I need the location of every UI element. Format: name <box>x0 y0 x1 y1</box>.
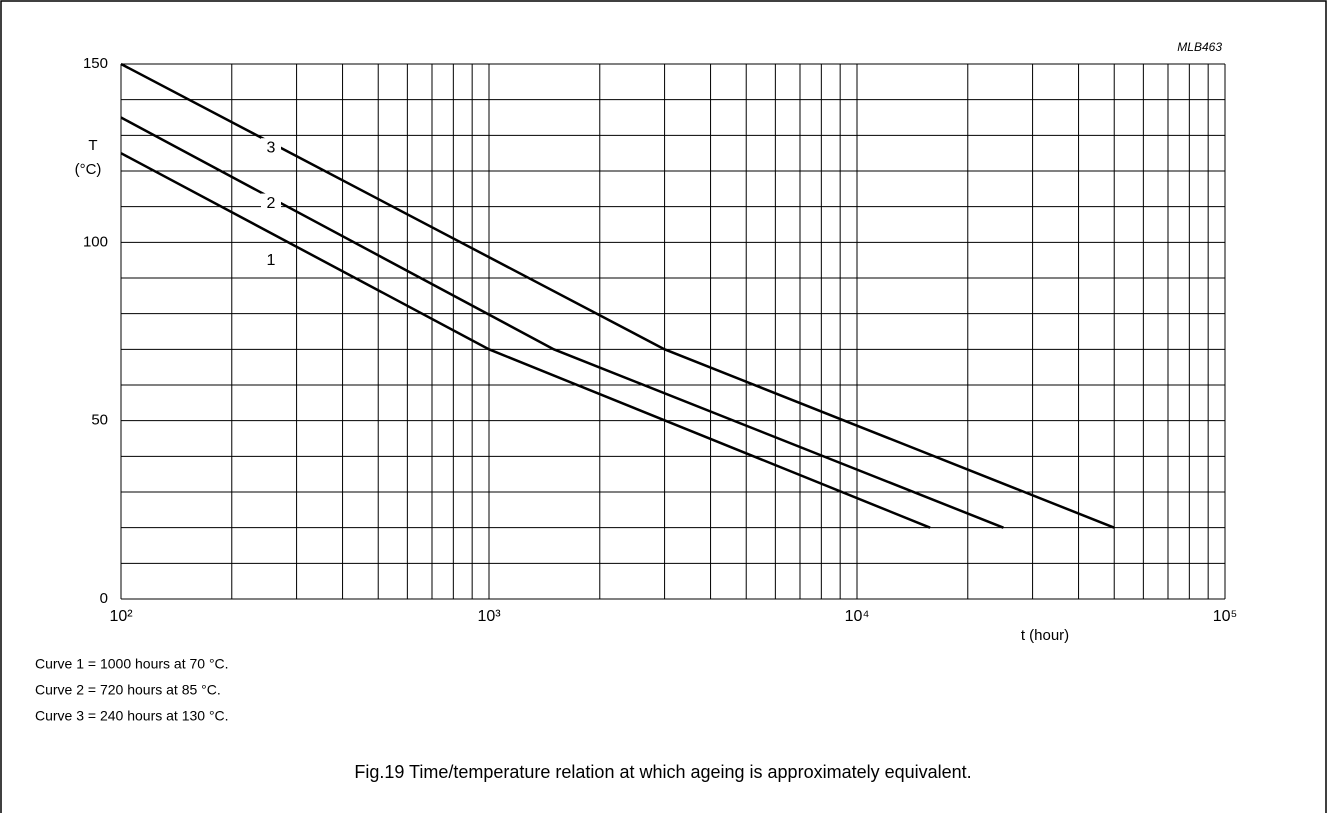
curve-label-bg <box>261 138 281 159</box>
curve-label-bg <box>261 193 281 214</box>
note: Curve 1 = 1000 hours at 70 °C. <box>35 656 229 672</box>
curve-label-bg <box>261 250 281 271</box>
note: Curve 2 = 720 hours at 85 °C. <box>35 682 221 698</box>
y-axis-unit: (°C) <box>75 161 102 178</box>
x-tick-label: 10³ <box>477 608 501 625</box>
curve-label: 3 <box>267 139 276 156</box>
note: Curve 3 = 240 hours at 130 °C. <box>35 708 229 724</box>
caption: Fig.19 Time/temperature relation at whic… <box>354 762 971 782</box>
x-tick-label: 10² <box>109 608 133 625</box>
figure-code: MLB463 <box>1177 40 1222 54</box>
curve <box>120 62 1115 529</box>
curve <box>120 152 931 529</box>
curve-label: 1 <box>267 252 276 269</box>
curve-label: 2 <box>267 195 276 212</box>
x-axis-label: t (hour) <box>1021 627 1069 644</box>
curve <box>120 116 1004 529</box>
y-axis-symbol: T <box>88 137 97 154</box>
x-tick-label: 10⁴ <box>845 608 870 625</box>
y-tick-label: 0 <box>100 590 108 607</box>
y-tick-label: 150 <box>83 55 108 72</box>
y-tick-label: 50 <box>91 412 108 429</box>
y-tick-label: 100 <box>83 233 108 250</box>
x-tick-label: 10⁵ <box>1213 608 1237 625</box>
